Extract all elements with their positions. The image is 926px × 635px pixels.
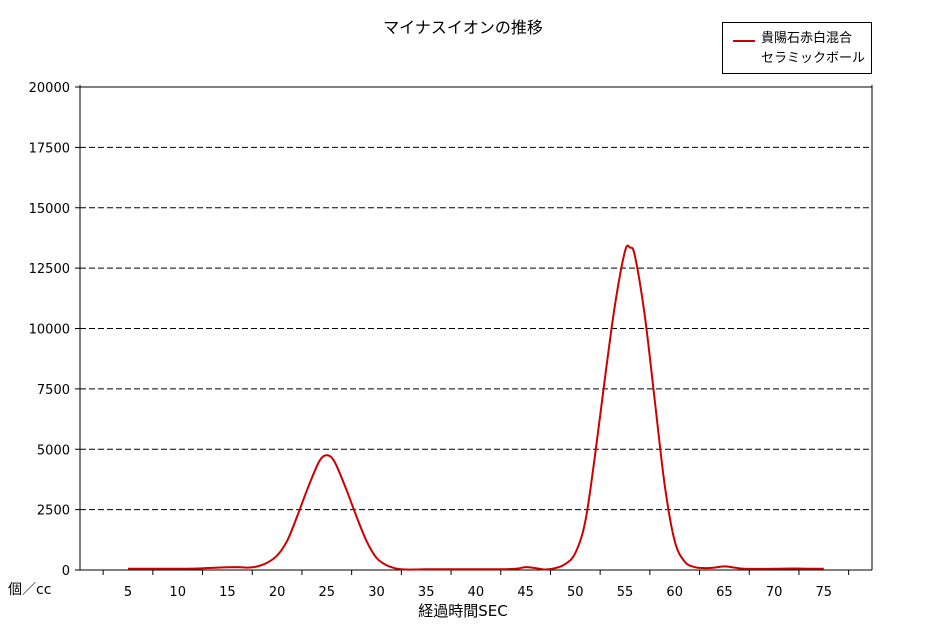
x-tick-label: 45: [517, 585, 534, 600]
legend-swatch: [733, 40, 755, 42]
x-tick-label: 10: [169, 585, 186, 600]
x-tick-label: 65: [716, 585, 733, 600]
x-tick-label: 40: [468, 585, 485, 600]
x-tick-label: 70: [766, 585, 783, 600]
series-line: [127, 244, 824, 571]
y-tick-label: 2500: [37, 504, 70, 519]
x-tick-label: 50: [567, 585, 584, 600]
x-tick-label: 20: [269, 585, 286, 600]
y-axis-label: 個／cc: [8, 582, 52, 598]
legend-label-line-2: セラミックボール: [761, 51, 866, 66]
legend-label: 貴陽石赤白混合 セラミックボール: [761, 29, 865, 69]
y-tick-label: 0: [62, 564, 70, 579]
legend-label-line-1: 貴陽石赤白混合: [761, 31, 853, 46]
y-tick-label: 20000: [29, 81, 70, 96]
y-tick-label: 15000: [29, 202, 70, 217]
x-tick-label: 75: [816, 585, 833, 600]
x-tick-label: 25: [319, 585, 336, 600]
series-lines: [127, 244, 824, 571]
y-tick-label: 7500: [37, 383, 70, 398]
x-axis-label: 経過時間SEC: [418, 602, 508, 620]
x-tick-labels: 5 10 15 20 25 30 35 40 45 50 55 60 65 70 75: [124, 585, 832, 600]
y-tick-label: 12500: [29, 262, 70, 277]
y-tick-labels: 0 2500 5000 7500 10000 12500 15000 17500 20000: [29, 81, 70, 579]
x-tick-label: 35: [418, 585, 435, 600]
x-tick-label: 55: [617, 585, 634, 600]
x-tick-label: 5: [124, 585, 132, 600]
legend: 貴陽石赤白混合 セラミックボール: [722, 22, 872, 74]
axes: [75, 85, 873, 575]
chart-title: マイナスイオンの推移: [383, 18, 543, 37]
y-tick-label: 5000: [37, 443, 70, 458]
y-tick-label: 10000: [29, 323, 70, 338]
y-tick-label: 17500: [29, 141, 70, 156]
grid-lines: [80, 86, 872, 511]
x-tick-label: 60: [666, 585, 683, 600]
x-tick-label: 30: [368, 585, 385, 600]
x-tick-label: 15: [219, 585, 236, 600]
